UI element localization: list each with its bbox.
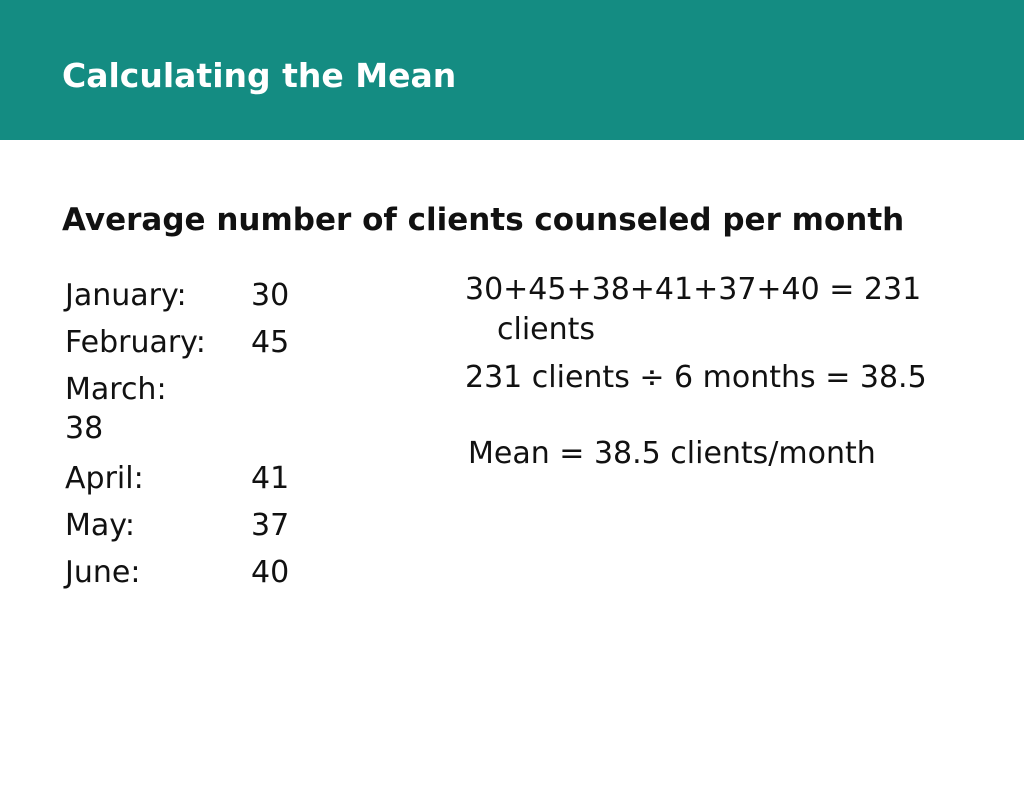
sum-equation-continuation: clients — [497, 312, 596, 347]
month-label: May: — [65, 508, 135, 543]
header-bar: Calculating the Mean — [0, 0, 1024, 140]
month-value: 40 — [251, 555, 290, 590]
sum-equation: 30+45+38+41+37+40 = 231 — [465, 272, 922, 307]
month-label: February: — [65, 325, 206, 360]
slide-subtitle: Average number of clients counseled per … — [62, 202, 905, 238]
month-label: January: — [65, 278, 187, 313]
division-equation: 231 clients ÷ 6 months = 38.5 — [465, 360, 927, 395]
mean-result: Mean = 38.5 clients/month — [468, 436, 876, 471]
month-value: 38 — [65, 411, 104, 446]
month-value: 37 — [251, 508, 290, 543]
month-value: 45 — [251, 325, 290, 360]
month-value: 30 — [251, 278, 290, 313]
slide-title: Calculating the Mean — [62, 56, 457, 95]
month-label: June: — [65, 555, 141, 590]
month-label: April: — [65, 461, 144, 496]
month-value: 41 — [251, 461, 290, 496]
month-label: March: — [65, 372, 167, 407]
